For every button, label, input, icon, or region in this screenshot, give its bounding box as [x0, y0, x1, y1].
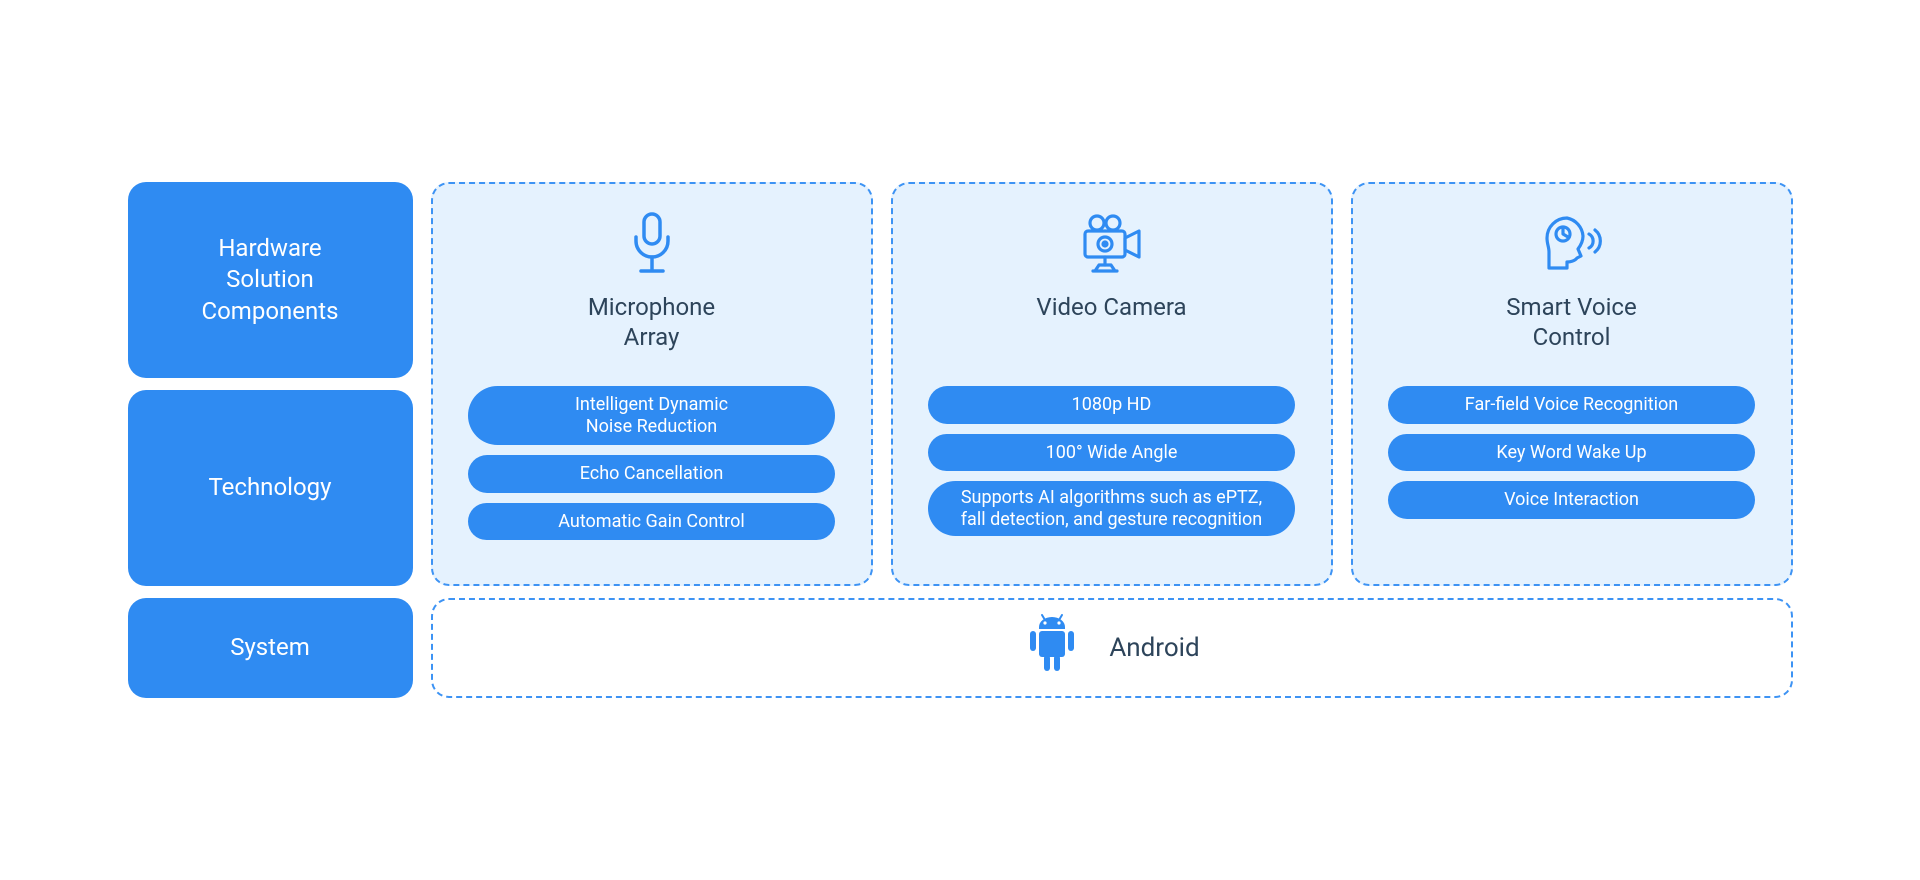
card-smart-voice-control: Smart VoiceControl Far-field Voice Recog… [1351, 182, 1793, 586]
card-video-camera: Video Camera 1080p HD 100° Wide Angle Su… [891, 182, 1333, 586]
system-label: Android [1109, 633, 1199, 663]
feature-pill: Far-field Voice Recognition [1388, 386, 1755, 424]
feature-pill: Automatic Gain Control [468, 503, 835, 541]
system-panel: Android [431, 598, 1793, 698]
feature-list: Far-field Voice Recognition Key Word Wak… [1377, 386, 1767, 519]
card-microphone-array: MicrophoneArray Intelligent DynamicNoise… [431, 182, 873, 586]
video-camera-icon [1075, 208, 1149, 280]
feature-pill: Key Word Wake Up [1388, 434, 1755, 472]
feature-pill: 1080p HD [928, 386, 1295, 424]
row-labels-column: HardwareSolutionComponents Technology Sy… [128, 182, 413, 698]
card-title: Smart VoiceControl [1506, 292, 1636, 354]
row-label-technology: Technology [128, 390, 413, 586]
feature-pill: Voice Interaction [1388, 481, 1755, 519]
row-label-system: System [128, 598, 413, 698]
feature-pill: Intelligent DynamicNoise Reduction [468, 386, 835, 445]
hardware-solution-diagram: HardwareSolutionComponents Technology Sy… [128, 182, 1793, 698]
voice-head-icon [1535, 208, 1609, 280]
feature-list: 1080p HD 100° Wide Angle Supports AI alg… [917, 386, 1307, 536]
feature-pill: Echo Cancellation [468, 455, 835, 493]
microphone-icon [627, 208, 677, 280]
feature-pill: Supports AI algorithms such as ePTZ, fal… [928, 481, 1295, 536]
component-cards-row: MicrophoneArray Intelligent DynamicNoise… [431, 182, 1793, 586]
row-label-hardware: HardwareSolutionComponents [128, 182, 413, 378]
android-icon [1023, 613, 1081, 683]
card-title: Video Camera [1036, 292, 1186, 354]
card-title: MicrophoneArray [588, 292, 715, 354]
feature-list: Intelligent DynamicNoise Reduction Echo … [457, 386, 847, 540]
content-column: MicrophoneArray Intelligent DynamicNoise… [431, 182, 1793, 698]
feature-pill: 100° Wide Angle [928, 434, 1295, 472]
